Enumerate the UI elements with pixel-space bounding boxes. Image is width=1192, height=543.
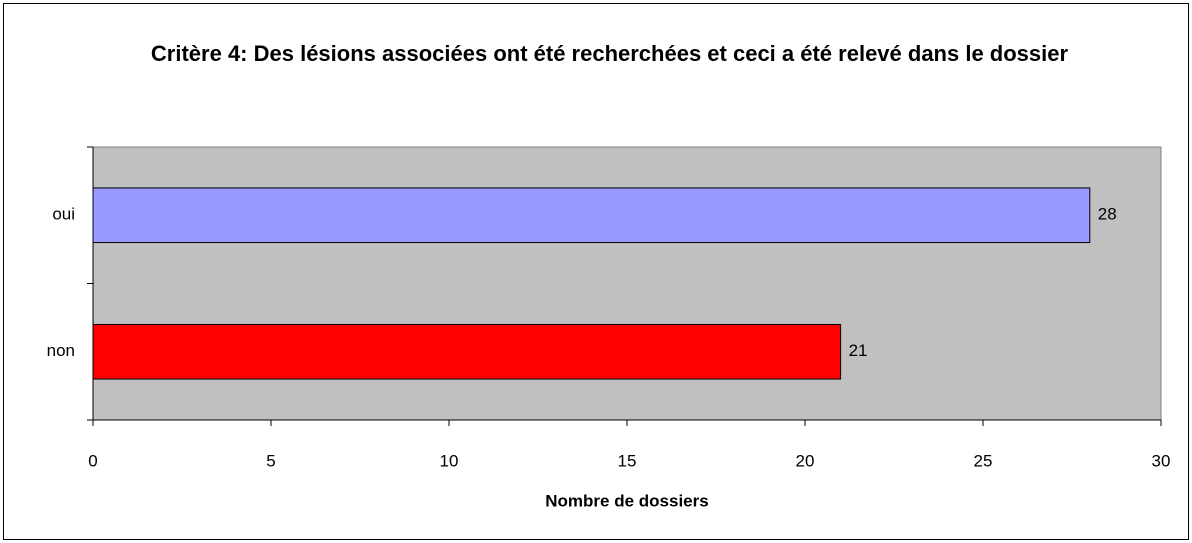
x-axis-label: Nombre de dossiers xyxy=(545,491,708,510)
x-tick-label: 5 xyxy=(266,451,275,470)
x-tick-label: 30 xyxy=(1152,451,1171,470)
data-label: 21 xyxy=(849,341,868,360)
chart-title: Critère 4: Des lésions associées ont été… xyxy=(150,41,1069,66)
bar xyxy=(92,323,842,380)
data-label: 28 xyxy=(1098,205,1117,224)
y-tick-label: oui xyxy=(52,205,75,224)
x-tick-label: 0 xyxy=(88,451,97,470)
x-tick-label: 20 xyxy=(796,451,815,470)
x-tick-label: 25 xyxy=(974,451,993,470)
y-tick-label: non xyxy=(47,341,75,360)
x-tick-label: 10 xyxy=(440,451,459,470)
bar xyxy=(92,187,1091,244)
x-tick-label: 15 xyxy=(618,451,637,470)
